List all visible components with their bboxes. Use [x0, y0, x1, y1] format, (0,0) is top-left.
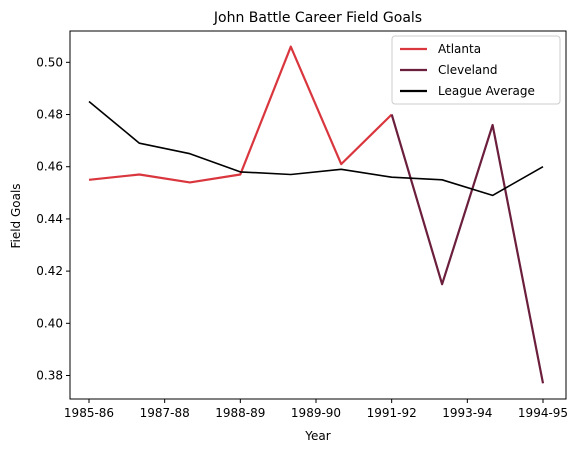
plot-frame: [69, 30, 567, 400]
y-tick-label: 0.50: [36, 55, 63, 69]
series-line-1: [88, 45, 393, 184]
legend-box: [391, 35, 561, 105]
x-tick-label: 1993-94: [442, 406, 492, 420]
legend-label-1: Atlanta: [438, 42, 481, 56]
y-tick-label: 0.40: [36, 316, 63, 330]
legend: Atlanta Cleveland League Average: [391, 35, 561, 105]
x-tick-label: 1989-90: [291, 406, 341, 420]
series-line-2: [390, 114, 545, 384]
y-axis: 0.38 0.40 0.42 0.44 0.46 0.48 0.50: [36, 55, 70, 383]
y-tick-label: 0.42: [36, 264, 63, 278]
x-tick-label: 1991-92: [367, 406, 417, 420]
legend-label-3: League Average: [438, 84, 535, 98]
series-line-3: [88, 100, 544, 197]
chart-title: John Battle Career Field Goals: [213, 10, 422, 26]
x-axis-label: Year: [304, 429, 330, 443]
y-tick-label: 0.38: [36, 369, 63, 383]
y-tick-label: 0.48: [36, 108, 63, 122]
legend-label-2: Cleveland: [438, 63, 498, 77]
x-axis: 1985-86 1987-88 1988-89 1989-90 1991-92 1993-…: [64, 399, 568, 420]
y-tick-label: 0.46: [36, 160, 63, 174]
x-tick-label: 1988-89: [215, 406, 265, 420]
y-tick-label: 0.44: [36, 212, 63, 226]
x-tick-label: 1987-88: [140, 406, 190, 420]
x-tick-label: 1985-86: [64, 406, 114, 420]
plot-area: [69, 30, 567, 400]
y-axis-label: Field Goals: [9, 183, 23, 248]
x-tick-label: 1994-95: [518, 406, 568, 420]
